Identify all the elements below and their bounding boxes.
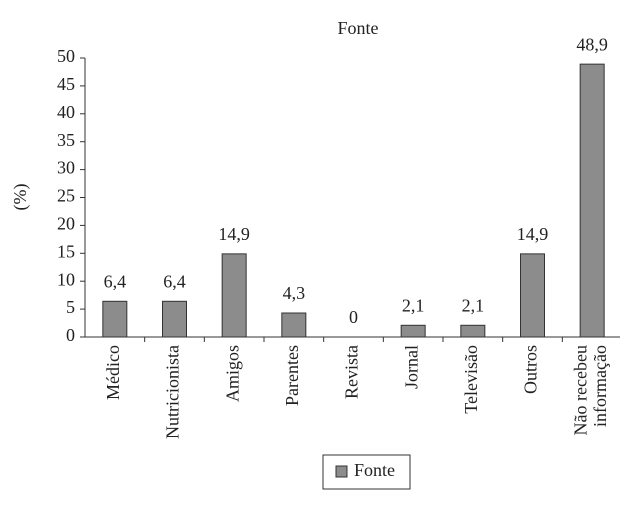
y-tick-label: 15 (57, 241, 75, 261)
bar (221, 253, 247, 338)
x-tick-label: Não recebeuinformação (570, 345, 610, 435)
y-tick-label: 0 (66, 325, 75, 345)
value-label: 6,4 (104, 271, 127, 291)
bar (162, 300, 187, 338)
x-tick-label: Jornal (401, 345, 421, 389)
x-tick-label: Revista (342, 345, 362, 399)
bar (281, 312, 307, 338)
bar (400, 324, 426, 338)
value-label: 48,9 (576, 34, 608, 54)
bar (102, 300, 128, 338)
y-tick-label: 10 (57, 269, 75, 289)
x-tick-label: Amigos (222, 345, 242, 402)
value-label: 0 (349, 307, 358, 327)
x-tick-label: Médico (103, 345, 123, 400)
value-label: 6,4 (163, 271, 186, 291)
y-tick-label: 35 (57, 130, 75, 150)
value-label: 14,9 (218, 224, 250, 244)
value-label: 2,1 (402, 295, 425, 315)
x-tick-label: Nutricionista (163, 345, 183, 439)
legend-label: Fonte (354, 460, 395, 480)
y-tick-label: 40 (57, 102, 75, 122)
legend-swatch (335, 465, 348, 478)
y-tick-label: 20 (57, 214, 75, 234)
bar (460, 324, 486, 338)
y-tick-label: 30 (57, 158, 75, 178)
value-label: 2,1 (462, 295, 485, 315)
legend-box (322, 454, 411, 490)
x-tick-label: Televisão (461, 345, 481, 414)
y-tick-label: 50 (57, 46, 75, 66)
bar (579, 63, 605, 338)
y-axis-label: (%) (10, 184, 31, 211)
y-tick-label: 45 (57, 74, 75, 94)
x-tick-label: Outros (521, 345, 541, 394)
bar (520, 253, 545, 338)
x-tick-label: Parentes (282, 345, 302, 406)
chart-title: Fonte (337, 18, 378, 38)
y-tick-label: 25 (57, 186, 75, 206)
y-tick-label: 5 (66, 297, 75, 317)
value-label: 14,9 (517, 224, 549, 244)
value-label: 4,3 (283, 283, 306, 303)
